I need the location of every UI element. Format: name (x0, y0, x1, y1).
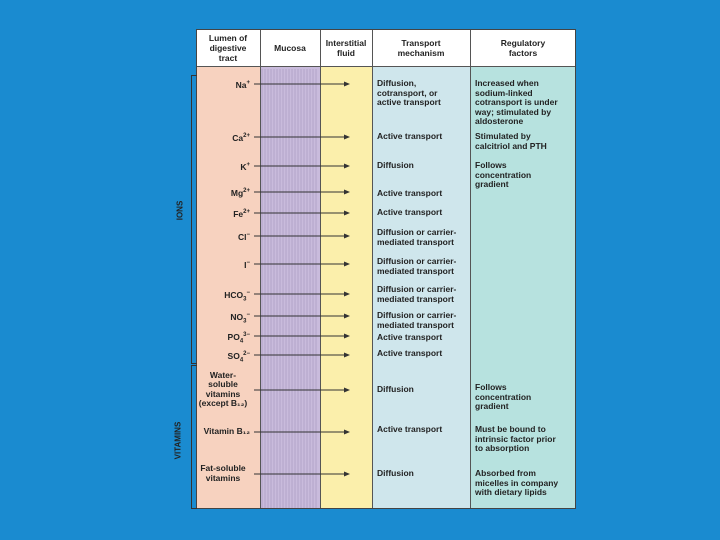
divider (260, 29, 261, 509)
transport-mechanism: Active transport (377, 207, 443, 217)
transport-mechanism: Active transport (377, 131, 443, 141)
arrow-head (344, 81, 350, 87)
regulatory-factor: Must be bound to intrinsic factor prior … (475, 424, 556, 453)
arrow-head (344, 163, 350, 169)
substance-label: Water- soluble vitamins (except B₁₂) (198, 369, 248, 409)
transport-mechanism: Diffusion or carrier- mediated transport (377, 227, 457, 247)
absorption-table: Lumen of digestive tract Mucosa Intersti… (196, 29, 576, 509)
substance-label: K+ (240, 161, 250, 172)
ions-bracket (191, 75, 197, 364)
regulatory-factor: Increased when sodium-linked cotransport… (475, 78, 558, 126)
header-mucosa: Mucosa (260, 29, 320, 67)
transport-column (372, 29, 470, 509)
transport-mechanism: Active transport (377, 424, 443, 434)
arrow-head (344, 471, 350, 477)
mucosa-villi (261, 69, 317, 509)
transport-mechanism: Active transport (377, 348, 443, 358)
arrow-head (344, 210, 350, 216)
regulatory-factor: Follows concentration gradient (475, 382, 532, 411)
transport-mechanism: Diffusion (377, 384, 414, 394)
header-transport: Transport mechanism (372, 29, 470, 67)
regulatory-factor: Stimulated by calcitriol and PTH (475, 131, 547, 151)
group-label-ions: IONS (175, 200, 185, 221)
arrow-head (344, 387, 350, 393)
substance-label: PO43− (227, 331, 250, 345)
regulatory-factor: Follows concentration gradient (475, 160, 532, 189)
divider (470, 29, 471, 509)
header-interstitial: Interstitial fluid (320, 29, 372, 67)
substance-label: NO3− (230, 311, 250, 325)
divider (320, 29, 321, 509)
substance-label: Ca2+ (232, 132, 250, 143)
substance-label: Cl− (237, 231, 250, 242)
substance-label: Fe2+ (233, 208, 250, 219)
transport-mechanism: Active transport (377, 332, 443, 342)
substance-label: I− (244, 259, 250, 270)
arrow-head (344, 429, 350, 435)
group-label-vitamins: VITAMINS (173, 421, 183, 460)
substance-label: Vitamin B₁₂ (203, 426, 250, 436)
arrow-head (344, 333, 350, 339)
arrow-head (344, 134, 350, 140)
arrow-head (344, 352, 350, 358)
absorption-arrows (254, 81, 350, 477)
transport-mechanism: Diffusion (377, 468, 414, 478)
substance-label: SO42− (227, 350, 250, 364)
interstitial-column (320, 29, 372, 509)
substance-label: Mg2+ (230, 187, 250, 198)
transport-mechanism: Diffusion or carrier- mediated transport (377, 284, 457, 304)
divider (372, 29, 373, 509)
substance-label: HCO3− (224, 289, 250, 303)
arrow-head (344, 261, 350, 267)
vitamins-bracket (191, 365, 197, 509)
header-lumen: Lumen of digestive tract (196, 29, 260, 67)
regulatory-column (470, 29, 576, 509)
transport-mechanism: Diffusion or carrier- mediated transport (377, 256, 457, 276)
substance-label: Na+ (235, 79, 250, 90)
transport-mechanism: Diffusion or carrier- mediated transport (377, 310, 457, 330)
transport-mechanism: Diffusion, cotransport, or active transp… (377, 78, 441, 107)
arrow-head (344, 313, 350, 319)
lumen-column (196, 29, 260, 509)
transport-mechanism: Active transport (377, 188, 443, 198)
transport-mechanism: Diffusion (377, 160, 414, 170)
regulatory-factor: Absorbed from micelles in company with d… (475, 468, 559, 497)
substance-label: Fat-soluble vitamins (200, 463, 246, 483)
header-regulatory: Regulatory factors (470, 29, 576, 67)
arrow-head (344, 291, 350, 297)
arrow-head (344, 233, 350, 239)
arrow-head (344, 189, 350, 195)
